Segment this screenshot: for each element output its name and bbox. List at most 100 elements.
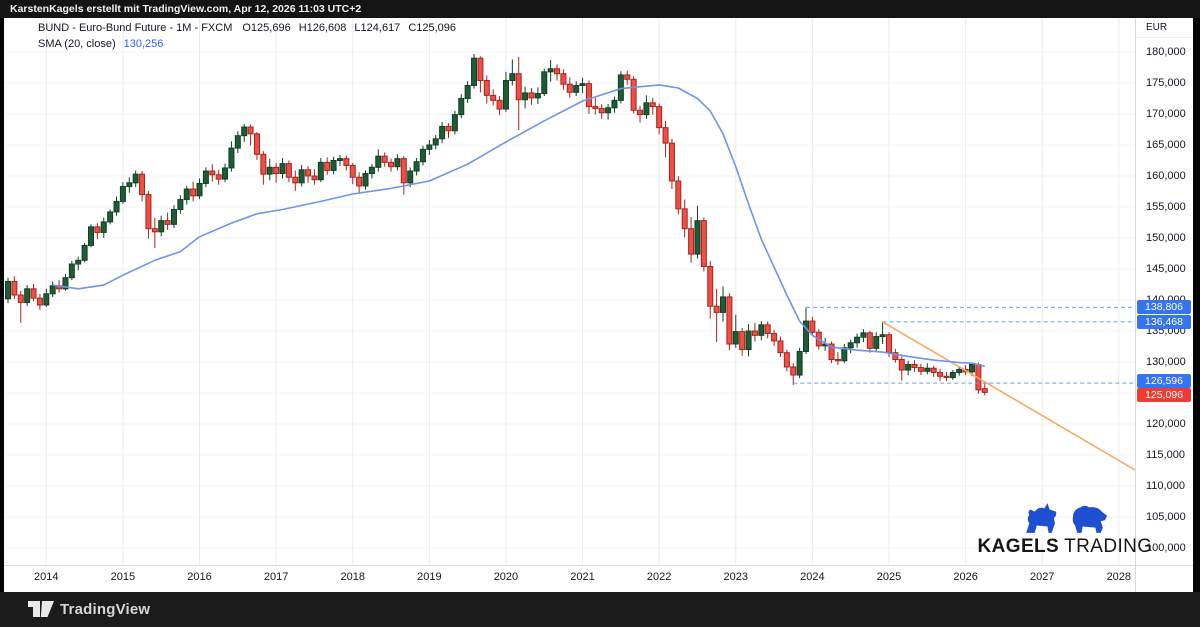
- candle-up: [522, 92, 529, 101]
- price-tick-label: 130,000: [1146, 356, 1186, 368]
- time-axis-year-label: 2019: [417, 571, 442, 583]
- time-axis-year-label: 2017: [263, 571, 289, 583]
- candle-up: [183, 188, 190, 201]
- candle-down: [656, 106, 663, 129]
- candle-up: [949, 372, 956, 379]
- time-axis-year-label: 2020: [493, 571, 519, 583]
- candle-up: [5, 280, 11, 300]
- candle-up: [132, 173, 139, 184]
- candle-down: [713, 305, 720, 313]
- candle-down: [764, 324, 771, 334]
- candle-up: [573, 84, 580, 93]
- candle-up: [170, 208, 177, 225]
- candle-down: [285, 163, 292, 178]
- candle-down: [751, 330, 758, 336]
- candle-down: [917, 367, 924, 372]
- price-tick-label: 165,000: [1146, 139, 1186, 151]
- candle-down: [675, 180, 682, 210]
- legend-symbol-row[interactable]: BUND - Euro-Bund Future - 1M - FXCM O125,…: [38, 20, 464, 36]
- price-tick-label: 110,000: [1146, 480, 1185, 492]
- chart-canvas[interactable]: [4, 18, 1135, 565]
- candle-up: [336, 158, 343, 161]
- candle-up: [368, 166, 375, 175]
- candle-down: [649, 102, 656, 108]
- time-axis-year-label: 2015: [110, 571, 136, 583]
- candle-down: [190, 188, 197, 197]
- candle-down: [305, 169, 312, 177]
- candle-up: [426, 144, 433, 150]
- price-level-badge[interactable]: 136,468: [1137, 314, 1191, 329]
- bull-icon: [1025, 503, 1057, 533]
- kagels-wordmark: KAGELS TRADING: [960, 536, 1170, 558]
- price-tick-label: 150,000: [1146, 232, 1186, 244]
- candle-up: [413, 161, 420, 172]
- time-axis-year-label: 2016: [187, 571, 212, 583]
- candle-down: [324, 161, 331, 171]
- candle-up: [471, 57, 478, 86]
- symbol-title[interactable]: BUND - Euro-Bund Future - 1M - FXCM: [38, 22, 233, 34]
- candle-up: [202, 170, 209, 184]
- candle-up: [279, 163, 286, 175]
- bear-icon: [1072, 505, 1108, 533]
- candle-up: [419, 148, 426, 163]
- candle-down: [585, 83, 592, 108]
- candle-up: [796, 350, 803, 376]
- kagels-wordmark-regular: TRADING: [1064, 536, 1153, 557]
- legend: BUND - Euro-Bund Future - 1M - FXCM O125,…: [38, 20, 464, 52]
- price-level-badge[interactable]: 138,806: [1137, 300, 1191, 315]
- candle-down: [668, 142, 675, 182]
- candle-up: [407, 170, 414, 184]
- candle-down: [496, 99, 503, 110]
- sma-line: [52, 84, 985, 368]
- candle-down: [94, 226, 101, 233]
- time-axis-year-label: 2014: [34, 571, 59, 583]
- tradingview-wordmark[interactable]: TradingView: [60, 601, 151, 618]
- candle-down: [930, 367, 937, 374]
- candle-up: [502, 80, 509, 110]
- candle-down: [554, 68, 561, 75]
- candle-up: [43, 293, 50, 306]
- candle-down: [566, 83, 573, 93]
- price-tick-label: 120,000: [1146, 418, 1186, 430]
- candle-down: [624, 74, 631, 80]
- candle-up: [362, 173, 369, 187]
- candle-up: [432, 138, 439, 146]
- time-axis-year-label: 2022: [646, 571, 672, 583]
- candle-down: [356, 176, 363, 187]
- price-tick-label: 170,000: [1146, 108, 1186, 120]
- candle-up: [330, 160, 337, 171]
- candle-up: [732, 331, 739, 345]
- candle-up: [605, 107, 612, 114]
- candle-up: [579, 83, 586, 86]
- price-tick-label: 160,000: [1146, 170, 1186, 182]
- price-tick-label: 180,000: [1146, 46, 1186, 58]
- candle-up: [266, 166, 273, 175]
- candle-down: [311, 175, 318, 181]
- candle-down: [700, 220, 707, 268]
- price-tick-label: 145,000: [1146, 263, 1186, 275]
- candle-up: [234, 135, 241, 149]
- candle-down: [771, 332, 778, 342]
- candle-down: [681, 208, 688, 230]
- close-value: C125,096: [408, 22, 457, 34]
- legend-sma-row[interactable]: SMA (20, close) 130,256: [38, 36, 464, 52]
- sma-label[interactable]: SMA (20, close): [38, 38, 116, 50]
- candle-up: [62, 277, 69, 290]
- price-tick-label: 100,000: [1146, 542, 1186, 554]
- candle-down: [11, 280, 18, 296]
- candle-down: [911, 363, 918, 369]
- candle-up: [222, 167, 229, 180]
- price-tick-label: 155,000: [1146, 201, 1186, 213]
- watermark-text: KarstenKagels erstellt mit TradingView.c…: [10, 3, 362, 15]
- candle-down: [937, 372, 944, 377]
- candle-up: [317, 161, 324, 181]
- candle-down: [164, 220, 171, 225]
- tradingview-icon[interactable]: [28, 601, 54, 617]
- candle-up: [847, 342, 854, 349]
- candle-down: [260, 153, 267, 175]
- price-level-badge[interactable]: 126,596: [1137, 373, 1191, 388]
- last-price-badge[interactable]: 125,096: [1137, 387, 1191, 402]
- candle-down: [139, 173, 146, 196]
- candle-up: [924, 367, 931, 372]
